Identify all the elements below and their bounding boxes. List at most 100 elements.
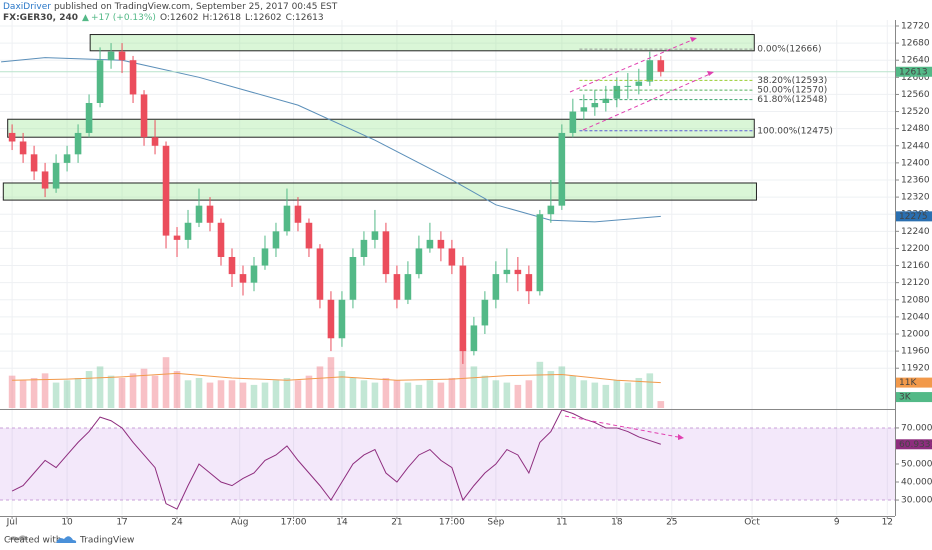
volume-bar [294,380,302,408]
candle-body [646,60,654,82]
volume-bar [239,382,247,408]
candle-body [118,51,126,61]
rsi-divergence [564,415,679,438]
author[interactable]: DaxiDriver [3,2,51,12]
volume-bar [261,382,269,408]
candle-body [30,154,38,172]
volume-bar [404,382,412,408]
volume-bar [558,366,566,408]
footer-brand[interactable]: TradingView [79,536,134,546]
candle-body [569,111,577,133]
candle-body [52,162,60,189]
candle-body [19,141,27,155]
y-tick-label: 12040 [901,312,930,322]
ma-last-label-bg [896,211,932,222]
fib-label: 0.00%(12666) [757,45,821,55]
candle-body [305,222,313,249]
candle-body [514,269,522,275]
brand-logo [56,536,77,543]
y-tick-label: 12080 [901,295,930,305]
volume-bar [151,375,159,408]
y-tick-label: 12360 [901,175,930,185]
volume-bar [19,380,27,408]
volume-bar [316,366,324,408]
x-tick-label: 17 [116,518,127,528]
candle-body [426,239,434,249]
candle-body [371,231,379,240]
volume-bar [382,377,390,408]
x-tick-label: 12 [882,518,893,528]
grid [0,20,895,515]
rsi-last-label: 60.9331 [899,440,932,450]
volume-ma-line [12,372,661,384]
candle-body [327,299,335,339]
candle-body [382,231,390,275]
candle-body [195,205,203,223]
plot [0,34,895,510]
candle-body [613,85,621,99]
volume-bar [74,377,82,408]
rsi-tick-label: 30.0000 [901,496,932,506]
volume-bar [140,368,148,408]
ohlc-low: L:12602 [245,13,282,23]
arrowhead [690,37,697,42]
x-tick-label: 25 [666,518,677,528]
channel-upper [569,39,693,93]
volume-bar [96,366,104,408]
volume-bar [437,382,445,408]
volume-bar [492,380,500,408]
volume-bar [305,375,313,408]
volume-bar [30,377,38,408]
x-tick-label: 11 [556,518,567,528]
y-tick-label: 12440 [901,141,930,151]
candle-body [470,325,478,352]
y-tick-label: 12600 [901,73,930,83]
y-tick-label: 12520 [901,107,930,117]
candle-body [184,222,192,240]
header-line2: FX:GER30, 240 ▲ +17 (+0.13%) O:12602 H:12618… [3,13,324,23]
volume-bar [173,371,181,408]
volume-bar [602,384,610,408]
y-tick-label: 12200 [901,244,930,254]
volume-bar [250,384,258,408]
volume-last-label: 3K [899,393,912,403]
rsi-last-label-bg [896,439,932,450]
volume-bar [613,380,621,408]
volume-bar [184,380,192,408]
candle-body [657,60,665,72]
candle-body [206,205,214,223]
y-tick-label: 12000 [901,329,930,339]
volume-bar [415,384,423,408]
fib-label: 38.20%(12593) [757,76,827,86]
candle-body [74,132,82,155]
candle-body [404,274,412,300]
x-tick-label: Aug [231,518,249,528]
candle-body [316,248,324,300]
rsi-line [11,409,661,510]
candle-body [261,248,269,266]
candle-body [8,132,16,142]
volume-bar [228,380,236,408]
volume-bar [85,371,93,408]
channel-drawings [564,39,711,438]
channel-lower [582,73,711,131]
candle-body [41,171,49,189]
y-tick-label: 12720 [901,21,930,31]
volume-bar [536,361,544,408]
candle-body [63,154,71,163]
volume-ma-label: 11K [899,378,917,388]
last-price-label: 12613 [899,67,928,77]
fib-label: 50.00%(12570) [757,86,827,96]
volume-bar [657,401,665,408]
candle-body [349,256,357,300]
candle-body [580,107,588,112]
fib-label: 61.80%(12548) [757,95,827,105]
volume-bar [393,380,401,408]
moving-average [1,57,661,223]
volume-bar [217,380,225,408]
volume-bar [118,377,126,408]
candle-body [635,81,643,86]
candle-body [393,274,401,300]
candle-body [602,98,610,103]
